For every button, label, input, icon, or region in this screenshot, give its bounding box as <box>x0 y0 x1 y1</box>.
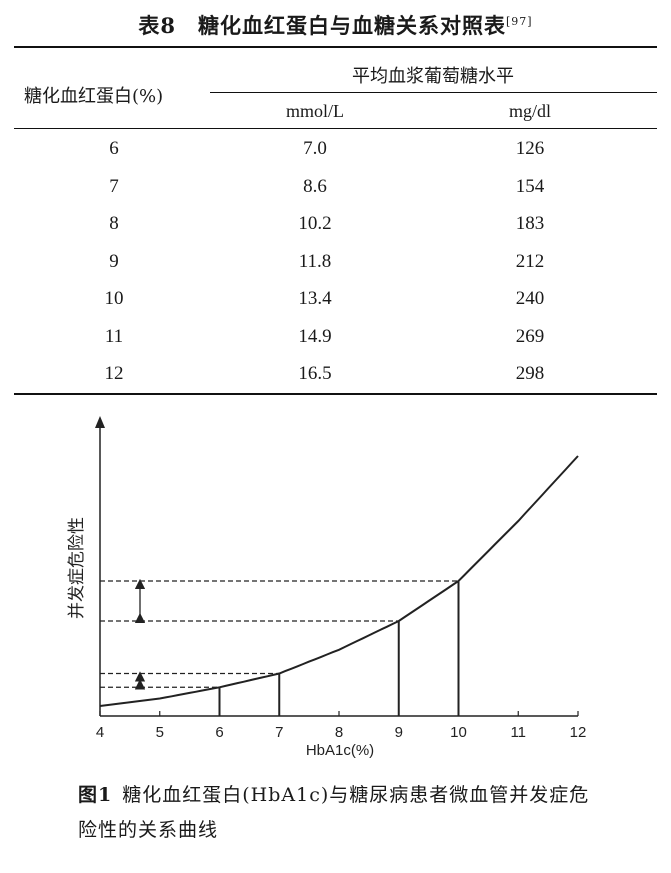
caption-label: 图1 <box>78 784 113 806</box>
unit-mmol: mmol/L <box>286 101 344 121</box>
x-tick-label: 4 <box>96 724 104 741</box>
x-tick-label: 5 <box>156 724 164 741</box>
table-cell: 9 <box>109 250 119 272</box>
table-cell: 11 <box>104 325 124 347</box>
table-cell: 183 <box>515 213 545 234</box>
y-axis-label: 并发症危险性 <box>67 517 87 619</box>
table-cell: 14.9 <box>298 325 332 347</box>
table-title: 表8 糖化血红蛋白与血糖关系对照表[97] <box>0 10 671 40</box>
x-tick-label: 6 <box>215 724 223 741</box>
table-cell: 154 <box>515 175 545 197</box>
table-top-rule <box>14 46 657 48</box>
risk-curve <box>99 455 579 707</box>
x-tick-label: 8 <box>335 724 343 741</box>
x-tick-label: 10 <box>450 724 467 741</box>
x-tick-label: 7 <box>275 724 283 741</box>
table-cell: 7 <box>109 175 119 197</box>
risk-curve-chart: 4 5 6 7 8 9 10 11 12 并发症危险性 HbA1c(%) <box>67 416 587 759</box>
unit-mgdl: mg/dl <box>508 101 551 121</box>
figure-caption: 图1 糖化血红蛋白(HbA1c)与糖尿病患者微血管并发症危险性的关系曲线 <box>78 778 598 848</box>
table-cell: 240 <box>515 288 545 309</box>
table-ref: [97] <box>506 15 533 28</box>
x-tick-label: 9 <box>395 724 403 741</box>
caption-text: 糖化血红蛋白(HbA1c)与糖尿病患者微血管并发症危险性的关系曲线 <box>78 784 590 841</box>
x-axis-label: HbA1c(%) <box>306 742 374 759</box>
table-cell: 10 <box>104 288 124 309</box>
table-cell: 8.6 <box>303 175 327 197</box>
table-cell: 298 <box>515 363 545 384</box>
table-cell: 13.4 <box>298 288 332 309</box>
table-cell: 269 <box>515 325 545 347</box>
y-axis-arrow <box>95 416 105 428</box>
group-header: 平均血浆葡萄糖水平 <box>352 66 514 87</box>
table-cell: 8 <box>109 213 119 234</box>
x-tick-label: 12 <box>570 724 587 741</box>
table-cell: 12 <box>104 363 124 384</box>
table-cell: 16.5 <box>298 363 332 384</box>
table-title-text: 表8 糖化血红蛋白与血糖关系对照表 <box>138 13 507 38</box>
table-cell: 6 <box>109 138 119 159</box>
table-cell: 10.2 <box>298 213 332 234</box>
group-rule <box>210 92 657 93</box>
table-cell: 11.8 <box>298 250 332 272</box>
x-tick-label: 11 <box>510 724 526 741</box>
table-cell: 212 <box>515 250 545 272</box>
header-rule <box>14 128 657 129</box>
col1-header: 糖化血红蛋白(%) <box>24 86 164 107</box>
table-cell: 7.0 <box>303 138 327 159</box>
table-cell: 126 <box>515 138 545 159</box>
table-bottom-rule <box>14 393 657 395</box>
